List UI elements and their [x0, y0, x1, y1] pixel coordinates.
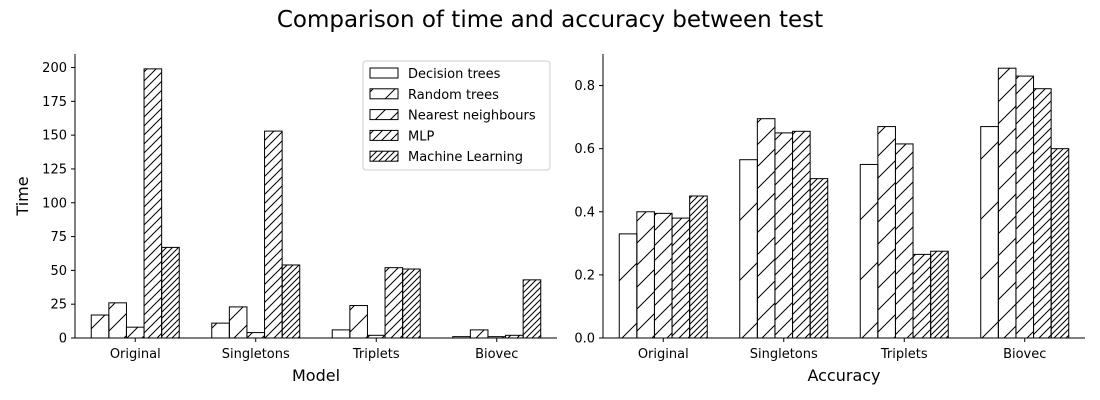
time-y-tick-label: 25: [50, 298, 67, 313]
accuracy-bar-mlp-triplets: [912, 253, 932, 339]
accuracy-bar-nearest-neighbours-triplets: [894, 143, 914, 339]
accuracy-chart: 0.0 0.2 0.4 0.6 0.8 Original Singletons Triple…: [574, 54, 1085, 385]
accuracy-bar-decision-trees-biovec: [980, 126, 999, 339]
time-bar-random-trees-original: [108, 302, 127, 339]
accuracy-y-tick-label: 0.6: [574, 142, 595, 157]
time-bar-machine-learning-original: [161, 246, 180, 339]
time-x-tick-label: Original: [110, 347, 161, 362]
accuracy-bar-random-trees-biovec: [997, 67, 1017, 339]
accuracy-bar-machine-learning-singletons: [809, 178, 829, 339]
legend-swatch-machine-learning: [369, 150, 399, 162]
accuracy-bar-decision-trees-triplets: [859, 163, 879, 339]
accuracy-bar-machine-learning-triplets: [930, 250, 949, 339]
accuracy-bar-random-trees-original: [636, 211, 655, 339]
time-y-axis-label: Time: [13, 176, 32, 216]
time-y-tick-label: 200: [42, 61, 67, 76]
accuracy-y-tick-label: 0.8: [574, 79, 595, 94]
accuracy-y-ticks: 0.0 0.2 0.4 0.6 0.8: [574, 79, 603, 347]
accuracy-bar-nearest-neighbours-biovec: [1015, 75, 1035, 339]
legend-label-machine-learning: Machine Learning: [408, 150, 523, 165]
time-bar-decision-trees-triplets: [331, 329, 351, 339]
legend-label-random-trees: Random trees: [408, 88, 499, 103]
legend-label-nearest-neighbours: Nearest neighbours: [408, 109, 536, 124]
legend-swatch-decision-trees: [369, 67, 399, 79]
accuracy-bar-mlp-singletons: [792, 130, 811, 339]
accuracy-bar-decision-trees-singletons: [739, 159, 758, 339]
time-bar-random-trees-singletons: [228, 306, 248, 339]
time-y-tick-label: 0: [59, 332, 67, 347]
time-y-tick-label: 75: [50, 230, 67, 245]
accuracy-x-ticks: Original Singletons Triplets Biovec: [638, 338, 1046, 362]
time-x-tick-label: Biovec: [475, 347, 518, 362]
accuracy-bar-machine-learning-biovec: [1050, 148, 1070, 339]
time-bar-mlp-singletons: [264, 130, 283, 339]
accuracy-x-tick-label: Original: [638, 347, 689, 362]
accuracy-x-tick-label: Biovec: [1003, 347, 1046, 362]
accuracy-x-tick-label: Triplets: [880, 347, 928, 362]
time-chart: 0 25 50 75 100 125 150 175 200 Original Singleton…: [13, 54, 557, 385]
accuracy-bar-machine-learning-original: [689, 195, 708, 339]
accuracy-y-tick-label: 0.4: [574, 205, 595, 220]
time-y-tick-label: 175: [42, 95, 67, 110]
legend: Decision trees Random trees Nearest neighb…: [362, 60, 551, 171]
accuracy-x-tick-label: Singletons: [750, 347, 818, 362]
accuracy-bar-mlp-biovec: [1033, 88, 1052, 339]
accuracy-y-tick-label: 0.2: [574, 268, 595, 283]
accuracy-y-tick-label: 0.0: [574, 332, 595, 347]
accuracy-bars: [618, 67, 1070, 339]
legend-frame: [362, 60, 551, 171]
time-y-tick-label: 50: [50, 264, 67, 279]
time-bar-random-trees-biovec: [469, 329, 489, 339]
time-bar-random-trees-triplets: [349, 305, 368, 339]
time-x-ticks: Original Singletons Triplets Biovec: [110, 338, 518, 362]
accuracy-bar-decision-trees-original: [618, 233, 638, 339]
time-bar-mlp-triplets: [384, 267, 404, 339]
accuracy-bar-nearest-neighbours-original: [653, 212, 673, 339]
legend-swatch-nearest-neighbours: [369, 109, 399, 121]
time-bars: [90, 68, 542, 339]
time-bar-nearest-neighbours-original: [125, 326, 145, 339]
accuracy-bar-nearest-neighbours-singletons: [774, 132, 794, 339]
time-bar-decision-trees-original: [90, 314, 110, 339]
time-x-axis-label: Model: [292, 366, 340, 385]
time-bar-machine-learning-singletons: [281, 264, 301, 339]
time-x-tick-label: Triplets: [352, 347, 400, 362]
time-x-tick-label: Singletons: [222, 347, 290, 362]
time-bar-decision-trees-singletons: [211, 322, 230, 339]
time-bar-mlp-original: [143, 68, 163, 339]
time-bar-machine-learning-triplets: [402, 268, 421, 339]
accuracy-bar-mlp-original: [671, 217, 691, 339]
legend-label-decision-trees: Decision trees: [408, 67, 501, 82]
time-y-tick-label: 125: [42, 162, 67, 177]
time-y-ticks: 0 25 50 75 100 125 150 175 200: [42, 61, 75, 347]
legend-swatch-random-trees: [369, 88, 399, 100]
accuracy-bar-random-trees-singletons: [756, 118, 776, 339]
time-y-tick-label: 150: [42, 129, 67, 144]
figure-title: Comparison of time and accuracy between …: [277, 7, 823, 33]
time-bar-nearest-neighbours-singletons: [246, 332, 266, 339]
time-y-tick-label: 100: [42, 196, 67, 211]
accuracy-bar-random-trees-triplets: [877, 126, 896, 339]
legend-swatch-mlp: [369, 129, 399, 141]
legend-label-mlp: MLP: [408, 129, 434, 144]
time-bar-machine-learning-biovec: [522, 279, 542, 339]
accuracy-x-axis-label: Accuracy: [807, 366, 880, 385]
